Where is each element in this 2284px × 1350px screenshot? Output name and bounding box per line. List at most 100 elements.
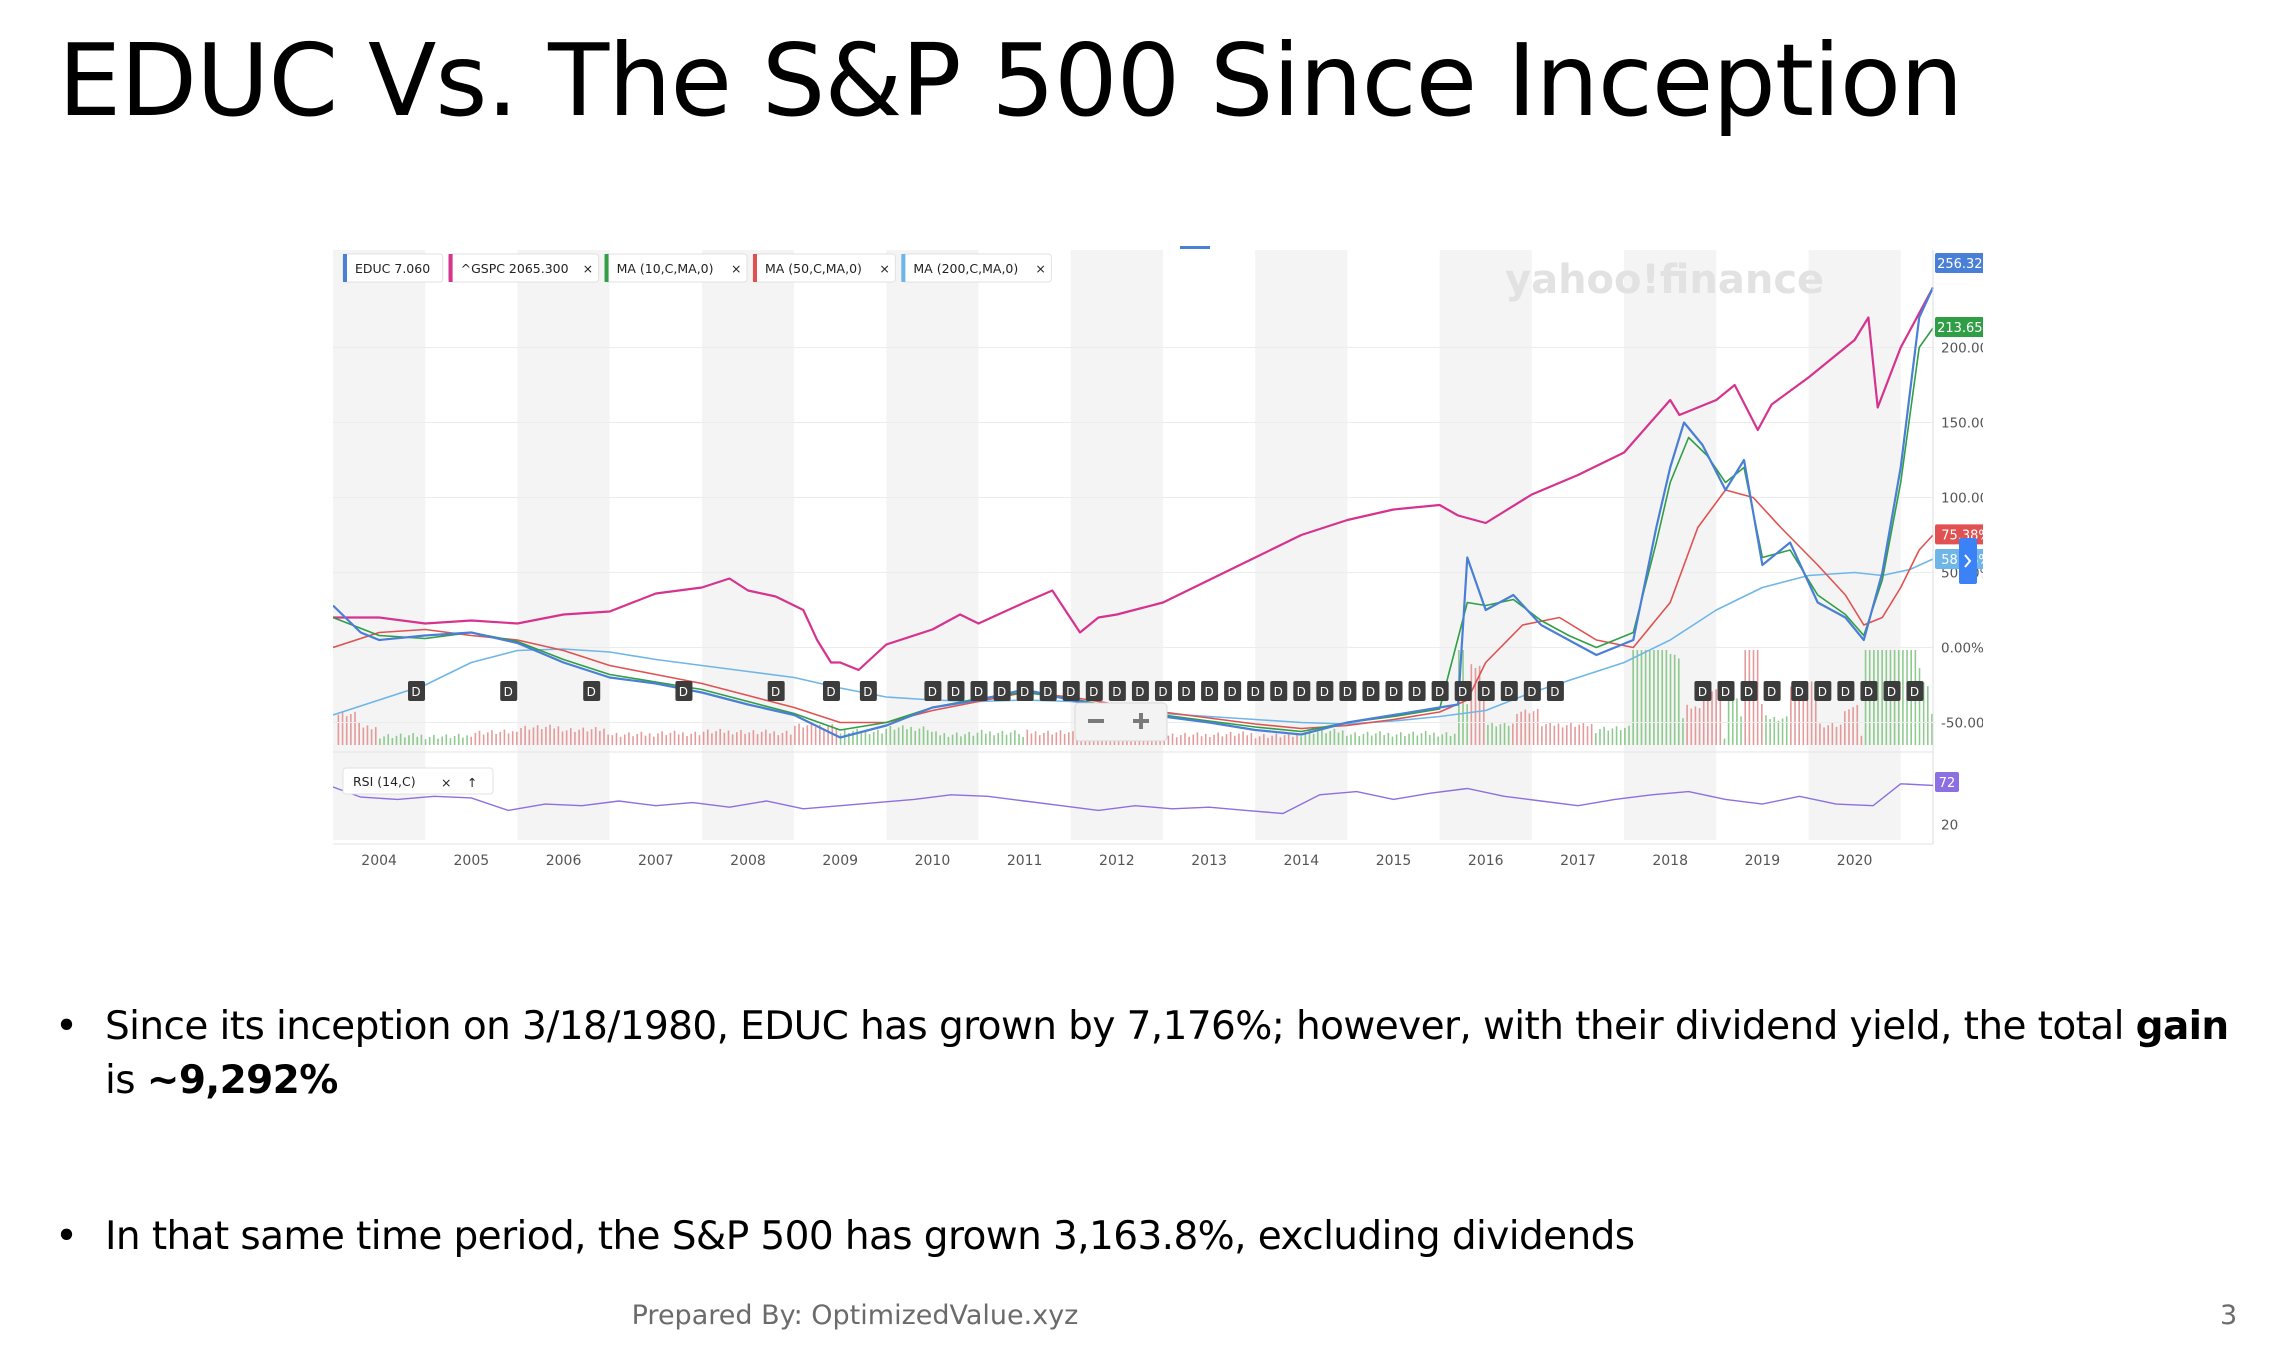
volume-bar	[441, 736, 443, 745]
volume-bar	[1715, 689, 1717, 745]
volume-bar	[1877, 650, 1879, 745]
close-icon[interactable]: ×	[441, 775, 451, 790]
zoom-in-icon[interactable]	[1133, 713, 1149, 729]
volume-bar	[615, 732, 618, 745]
volume-bar	[462, 737, 464, 745]
volume-bar	[449, 738, 452, 745]
dividend-marker: D	[1039, 681, 1057, 701]
volume-bar	[1263, 734, 1265, 745]
dividend-marker-label: D	[974, 685, 983, 699]
close-icon[interactable]: ×	[583, 261, 593, 276]
dividend-marker-box	[1431, 681, 1449, 701]
dividend-marker: D	[1546, 681, 1564, 701]
volume-bar	[358, 721, 360, 745]
volume-bar	[1055, 732, 1058, 745]
volume-bar	[1852, 707, 1854, 745]
series-line--gspc	[333, 286, 1934, 672]
series-lines	[333, 286, 1934, 739]
panel-expand-tab[interactable]	[1959, 538, 1977, 584]
volume-bar	[1391, 736, 1394, 745]
dividend-marker: D	[1270, 681, 1288, 701]
legend: EDUC 7.060 ^GSPC 2065.300 × MA (10,C,MA,0) ×…	[342, 253, 1052, 283]
volume-bar	[1225, 734, 1228, 745]
dividend-marker-label: D	[1864, 685, 1873, 699]
volume-bar	[1848, 709, 1850, 745]
dividend-marker: D	[993, 681, 1011, 701]
volume-bar	[1341, 730, 1344, 745]
dividend-marker-box	[1016, 681, 1034, 701]
volume-bar	[561, 731, 564, 745]
volume-bar	[607, 734, 609, 745]
bullet-educ-growth: Since its inception on 3/18/1980, EDUC h…	[55, 1000, 2255, 1108]
volume-bar	[648, 733, 651, 745]
volume-bar	[366, 725, 369, 745]
volume-bar	[852, 730, 854, 745]
dividend-marker: D	[1339, 681, 1357, 701]
legend-item-label: MA (50,C,MA,0)	[765, 261, 862, 276]
x-tick-label: 2019	[1745, 853, 1781, 869]
volume-bar	[1325, 733, 1327, 745]
rsi-line	[333, 783, 1934, 815]
close-icon[interactable]: ×	[1035, 261, 1045, 276]
volume-bar	[711, 733, 713, 745]
legend-item[interactable]: EDUC 7.060	[342, 253, 444, 283]
zoom-out-icon[interactable]	[1088, 719, 1104, 723]
volume-bar	[1482, 697, 1485, 745]
dividend-marker-label: D	[679, 685, 688, 699]
volume-bar	[1233, 735, 1236, 745]
y-tick-label: 200.00%	[1941, 341, 1983, 357]
dividend-marker: D	[1717, 681, 1735, 701]
volume-bar	[1636, 650, 1639, 745]
volume-bar	[1478, 665, 1481, 745]
dividend-marker: D	[1791, 681, 1809, 701]
volume-bar	[337, 714, 340, 745]
x-tick-label: 2014	[1283, 853, 1319, 869]
volume-bar	[549, 724, 551, 745]
dividend-marker-label: D	[1343, 685, 1352, 699]
dividend-marker-box	[1906, 681, 1924, 701]
bullet-sp500-growth: In that same time period, the S&P 500 ha…	[55, 1210, 2255, 1264]
volume-bar	[1582, 722, 1585, 745]
volume-bar	[404, 737, 406, 745]
volume-bar	[1790, 686, 1792, 745]
volume-bar	[1333, 728, 1336, 745]
volume-bar	[1686, 704, 1688, 745]
volume-bar	[632, 736, 634, 745]
rsi-legend[interactable]: RSI (14,C) × ↑	[342, 767, 494, 795]
close-icon[interactable]: ×	[879, 261, 889, 276]
volume-bar	[972, 735, 975, 745]
x-axis: 2004 2005 2006 2007 2008 2009 2010 2011 2012 2013…	[361, 853, 1872, 869]
legend-color-swatch	[604, 254, 609, 282]
volume-bar	[1379, 731, 1381, 745]
volume-bar	[640, 731, 643, 745]
legend-item[interactable]: ^GSPC 2065.300 ×	[448, 253, 600, 283]
rsi-panel: RSI (14,C) × ↑ 72 20	[333, 751, 1959, 845]
volume-bar	[520, 728, 522, 745]
volume-bar	[1258, 736, 1261, 745]
dividend-marker-label: D	[1251, 685, 1260, 699]
volume-bar	[1520, 711, 1522, 745]
legend-item[interactable]: MA (200,C,MA,0) ×	[900, 253, 1052, 283]
dividend-marker-label: D	[997, 685, 1006, 699]
arrow-up-icon[interactable]: ↑	[467, 775, 477, 790]
dividend-marker-box	[1154, 681, 1172, 701]
volume-bar	[1669, 653, 1672, 745]
volume-bar	[964, 734, 966, 745]
volume-bar	[1412, 731, 1415, 745]
rsi-value-badge: 72	[1935, 772, 1959, 792]
legend-item[interactable]: MA (10,C,MA,0) ×	[604, 253, 748, 283]
volume-bar	[503, 729, 506, 745]
volume-bar	[1574, 726, 1576, 745]
y-tick-label: 150.00%	[1941, 416, 1983, 432]
volume-bar	[735, 732, 738, 745]
legend-item[interactable]: MA (50,C,MA,0) ×	[752, 253, 896, 283]
volume-bar	[1507, 725, 1510, 745]
dividend-marker-label: D	[1204, 685, 1213, 699]
close-icon[interactable]: ×	[731, 261, 741, 276]
volume-bar	[1781, 718, 1784, 745]
volume-bar	[901, 725, 904, 745]
volume-bar	[669, 732, 672, 745]
volume-bar	[1648, 650, 1651, 745]
volume-bar	[399, 733, 402, 745]
dividend-marker: D	[1016, 681, 1034, 701]
